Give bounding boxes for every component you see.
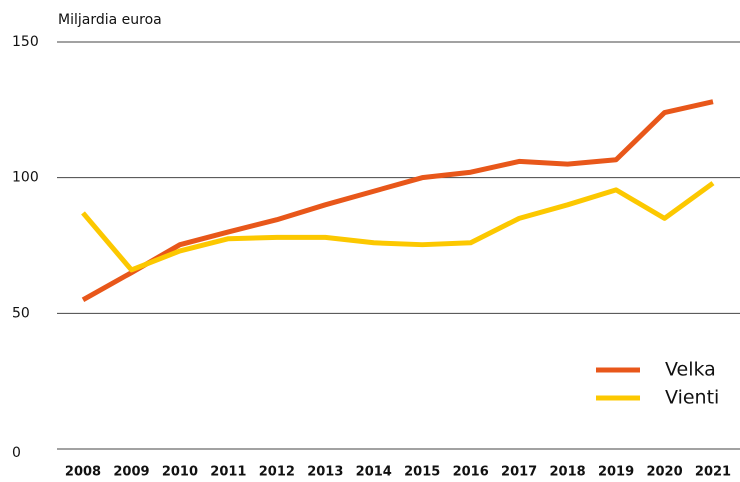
y-tick-label: 50 xyxy=(12,305,30,321)
x-tick-label: 2018 xyxy=(550,465,586,480)
x-tick-label: 2013 xyxy=(307,465,343,480)
x-tick-label: 2017 xyxy=(501,465,537,480)
x-tick-label: 2016 xyxy=(453,465,489,480)
x-tick-label: 2008 xyxy=(65,465,101,480)
x-tick-label: 2010 xyxy=(162,465,198,480)
x-tick-label: 2009 xyxy=(113,465,149,480)
x-tick-label: 2012 xyxy=(259,465,295,480)
y-tick-label: 0 xyxy=(12,445,21,461)
data-line xyxy=(81,99,714,302)
x-tick-label: 2019 xyxy=(598,465,634,480)
x-tick-label: 2021 xyxy=(695,465,731,480)
y-tick-label: 100 xyxy=(12,170,39,186)
legend-label: Velka xyxy=(665,359,716,381)
y-axis-label: Miljardia euroa xyxy=(58,12,162,28)
y-tick-label: 150 xyxy=(12,34,39,50)
x-tick-label: 2014 xyxy=(356,465,392,480)
x-tick-label: 2011 xyxy=(210,465,246,480)
legend-label: Vienti xyxy=(665,387,719,409)
data-line xyxy=(81,181,715,273)
x-tick-label: 2020 xyxy=(646,465,682,480)
x-tick-label: 2015 xyxy=(404,465,440,480)
